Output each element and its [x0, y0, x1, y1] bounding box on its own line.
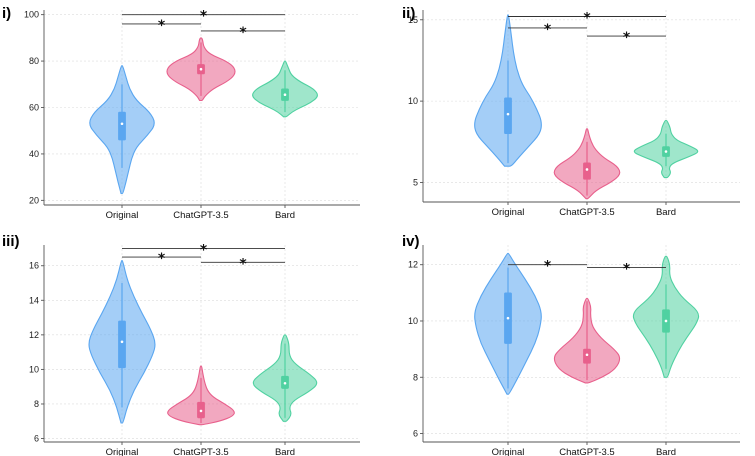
x-tick-label: Bard: [656, 447, 676, 456]
mean-point: [664, 150, 668, 153]
y-tick-label: 20: [29, 195, 39, 205]
x-tick-label: Original: [492, 447, 525, 456]
x-tick-label: Original: [106, 447, 139, 456]
y-tick-label: 5: [413, 177, 418, 187]
y-tick-label: 15: [408, 15, 418, 25]
y-tick-label: 16: [29, 261, 39, 271]
iqr-box: [118, 320, 126, 369]
significance-star: *: [544, 22, 552, 38]
y-tick-label: 6: [34, 434, 39, 444]
y-tick-label: 60: [29, 103, 39, 113]
significance-star: *: [239, 25, 247, 41]
significance-star: *: [583, 11, 591, 27]
x-tick-label: Bard: [275, 447, 295, 456]
x-tick-label: ChatGPT-3.5: [173, 447, 228, 456]
mean-point: [664, 319, 668, 323]
x-tick-label: Original: [106, 210, 139, 221]
panel-3: iii) 6 8 10 12 14 16 Original ChatGPT-3.5 Bard * * *: [2, 233, 360, 456]
x-tick-label: Bard: [656, 207, 676, 218]
mean-point: [283, 381, 287, 385]
mean-point: [506, 112, 510, 116]
significance-star: *: [200, 9, 208, 25]
panel-1: i) 20 40 60 80 100 Original ChatGPT-3.5 Bard * * *: [2, 5, 360, 221]
x-tick-label: ChatGPT-3.5: [173, 210, 228, 221]
mean-point: [120, 122, 124, 126]
significance-star: *: [158, 251, 166, 267]
significance-star: *: [200, 242, 208, 258]
significance-star: *: [158, 18, 166, 34]
x-tick-label: ChatGPT-3.5: [559, 447, 614, 456]
y-tick-label: 80: [29, 56, 39, 66]
significance-star: *: [239, 256, 247, 272]
y-tick-label: 12: [408, 260, 418, 270]
iqr-box: [504, 97, 512, 135]
y-tick-label: 10: [408, 316, 418, 326]
significance-star: *: [623, 30, 631, 46]
iqr-box: [118, 111, 126, 141]
mean-point: [585, 353, 589, 357]
y-tick-label: 8: [34, 399, 39, 409]
y-tick-label: 100: [24, 10, 39, 20]
iqr-box: [583, 348, 591, 364]
panel-label: iv): [402, 233, 420, 250]
y-tick-label: 14: [29, 295, 39, 305]
panel-4: iv) 6 8 10 12 Original ChatGPT-3.5 Bard * *: [402, 233, 740, 456]
y-tick-label: 12: [29, 330, 39, 340]
mean-point: [199, 409, 203, 413]
y-tick-label: 10: [29, 364, 39, 374]
panel-label: i): [2, 5, 11, 22]
x-tick-label: ChatGPT-3.5: [559, 207, 614, 218]
mean-point: [283, 93, 287, 97]
x-tick-label: Original: [492, 207, 525, 218]
mean-point: [585, 168, 589, 171]
y-tick-label: 8: [413, 372, 418, 382]
mean-point: [199, 67, 203, 71]
iqr-box: [583, 162, 591, 180]
significance-star: *: [544, 259, 552, 275]
y-tick-label: 10: [408, 96, 418, 106]
panel-label: ii): [402, 5, 415, 22]
panel-label: iii): [2, 233, 20, 250]
y-tick-label: 6: [413, 429, 418, 439]
x-tick-label: Bard: [275, 210, 295, 221]
significance-star: *: [623, 262, 631, 278]
y-tick-label: 40: [29, 149, 39, 159]
mean-point: [120, 340, 124, 344]
panel-2: ii) 5 10 15 Original ChatGPT-3.5 Bard * * *: [402, 5, 740, 218]
mean-point: [506, 316, 510, 320]
